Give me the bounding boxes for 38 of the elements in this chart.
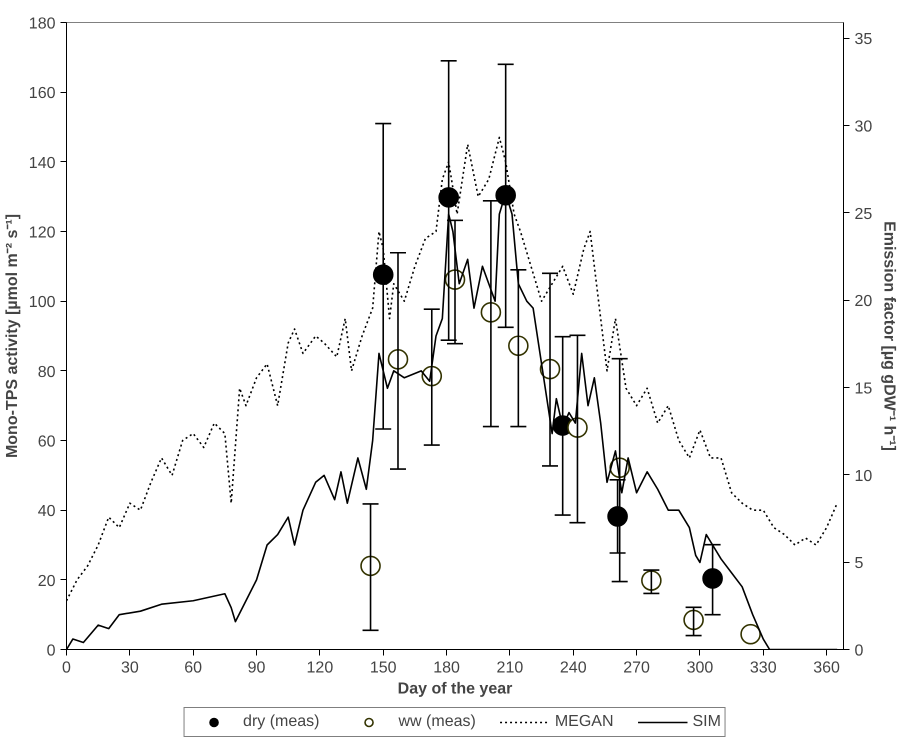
y-tick-label: 180 [28,16,56,32]
x-tick-label: 270 [623,660,650,676]
x-tick-label: 30 [120,660,139,676]
x-tick-label: 120 [306,660,334,676]
y-tick-label: 40 [38,503,56,520]
y-tick-label: 160 [28,85,56,102]
x-tick-label: 300 [686,660,714,676]
x-tick-label: 150 [370,660,397,676]
y2-tick-label: 30 [854,118,872,136]
y2-tick-label: 35 [854,31,872,48]
x-tick-label: 0 [62,660,72,676]
legend-label: SIM [692,713,721,731]
y2-tick-label: 15 [854,380,872,398]
y2-tick-label: 20 [854,293,872,310]
y-tick-label: 80 [38,364,56,381]
x-axis-title: Day of the year [398,680,512,698]
y-tick-label: 140 [28,154,56,172]
y2-tick-label: 5 [854,555,864,572]
y-tick-label: 20 [38,572,56,590]
y2-tick-label: 0 [854,642,864,660]
y2-tick-label: 10 [854,468,872,485]
x-tick-label: 360 [813,660,840,676]
legend-label: ww (meas) [398,713,476,731]
x-tick-label: 60 [184,660,202,676]
x-tick-label: 180 [433,660,460,676]
y-axis-title: Mono-TPS activity [µmol m⁻² s⁻¹] [4,214,21,458]
y-tick-label: 0 [46,642,56,660]
legend-label: MEGAN [554,713,614,731]
y-tick-label: 120 [28,224,56,242]
x-tick-label: 330 [750,660,777,676]
x-tick-label: 90 [248,660,266,676]
x-tick-label: 210 [496,660,524,676]
legend-label: dry (meas) [243,713,320,731]
y-tick-label: 100 [28,294,56,312]
y2-tick-label: 25 [854,206,872,223]
y-tick-label: 60 [38,434,56,450]
x-tick-label: 240 [560,660,587,676]
y2-axis-title: Emission factor [µg gDW⁻¹ h⁻¹] [880,221,898,451]
